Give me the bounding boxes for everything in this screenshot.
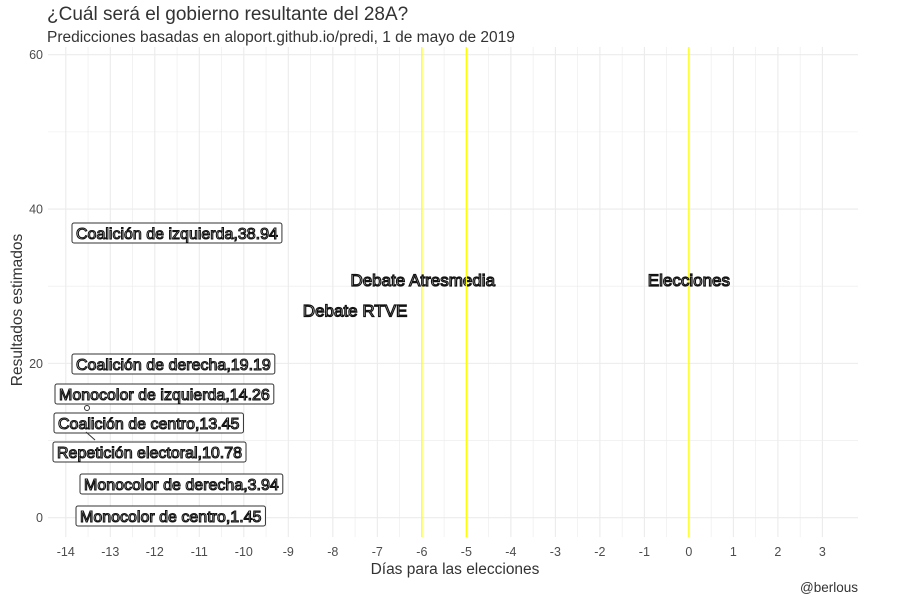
data-label-box (53, 412, 244, 434)
chart-subtitle: Predicciones basadas en aloport.github.i… (47, 29, 515, 46)
data-label-text: Monocolor de derecha,3.94 (84, 477, 279, 494)
x-tick-label: 1 (730, 545, 737, 559)
data-label-box (79, 473, 284, 495)
x-tick-label: -11 (191, 545, 208, 559)
x-tick-label: -6 (416, 545, 427, 559)
x-tick-label: -12 (146, 545, 164, 559)
data-label-text: Monocolor de izquierda,14.26 (59, 387, 270, 404)
x-tick-label: -4 (505, 545, 516, 559)
event-label: Elecciones (648, 271, 730, 290)
data-label-text: Coalición de centro,13.45 (58, 416, 240, 433)
data-point-marker (84, 405, 90, 411)
data-label-box (75, 505, 266, 527)
data-label: Coalición de centro,13.45 (53, 412, 244, 434)
data-label: Monocolor de centro,1.45 (75, 505, 266, 527)
x-tick-label: -8 (327, 545, 338, 559)
data-label: Repetición electoral,10.78 (52, 441, 247, 463)
data-label: Monocolor de derecha,3.94 (79, 473, 284, 495)
x-tick-label: 2 (774, 545, 781, 559)
data-label-box (71, 353, 276, 375)
x-tick-label: -5 (461, 545, 472, 559)
chart-title: ¿Cuál será el gobierno resultante del 28… (47, 4, 408, 25)
x-tick-label: 0 (685, 545, 692, 559)
x-tick-label: -14 (57, 545, 75, 559)
x-tick-label: -1 (639, 545, 650, 559)
data-label-text: Coalición de derecha,19.19 (76, 357, 271, 374)
x-tick-label: -2 (594, 545, 605, 559)
y-tick-label: 20 (29, 357, 43, 371)
data-point-leader (85, 431, 96, 441)
data-label-text: Coalición de izquierda,38.94 (76, 226, 278, 243)
x-axis-ticks: -14 -13 -12 -11 -10 -9 -8 -7 -6 -5 -4 -3 -2 -1 0 1 2 3 (57, 545, 826, 559)
data-label-text: Repetición electoral,10.78 (57, 445, 242, 462)
y-tick-label: 0 (36, 511, 43, 525)
x-tick-label: -13 (101, 545, 119, 559)
data-label: Coalición de derecha,19.19 (71, 353, 276, 375)
x-tick-label: -7 (372, 545, 383, 559)
data-label-box (54, 383, 275, 405)
data-label-box (71, 222, 283, 244)
event-lines: Debate Atresmedia Debate RTVE Elecciones (302, 47, 731, 537)
x-tick-label: -3 (550, 545, 561, 559)
y-axis-title: Resultados estimados (9, 234, 26, 387)
x-axis-title: Días para las elecciones (371, 561, 540, 578)
grid (48, 47, 858, 537)
data-label-box (52, 441, 247, 463)
y-tick-label: 40 (29, 203, 43, 217)
event-label: Debate Atresmedia (350, 271, 495, 290)
y-axis-ticks: 0 20 40 60 (29, 48, 43, 525)
x-tick-label: -10 (235, 545, 253, 559)
data-label-text: Monocolor de centro,1.45 (80, 509, 262, 526)
data-label: Coalición de izquierda,38.94 (71, 222, 283, 244)
caption: @berlous (800, 580, 858, 595)
y-tick-label: 60 (29, 48, 43, 62)
x-tick-label: 3 (819, 545, 826, 559)
x-tick-label: -9 (283, 545, 294, 559)
data-label: Monocolor de izquierda,14.26 (54, 383, 275, 405)
data-points: Coalición de izquierda,38.94 Coalición de… (52, 222, 284, 527)
event-label: Debate RTVE (303, 301, 408, 320)
